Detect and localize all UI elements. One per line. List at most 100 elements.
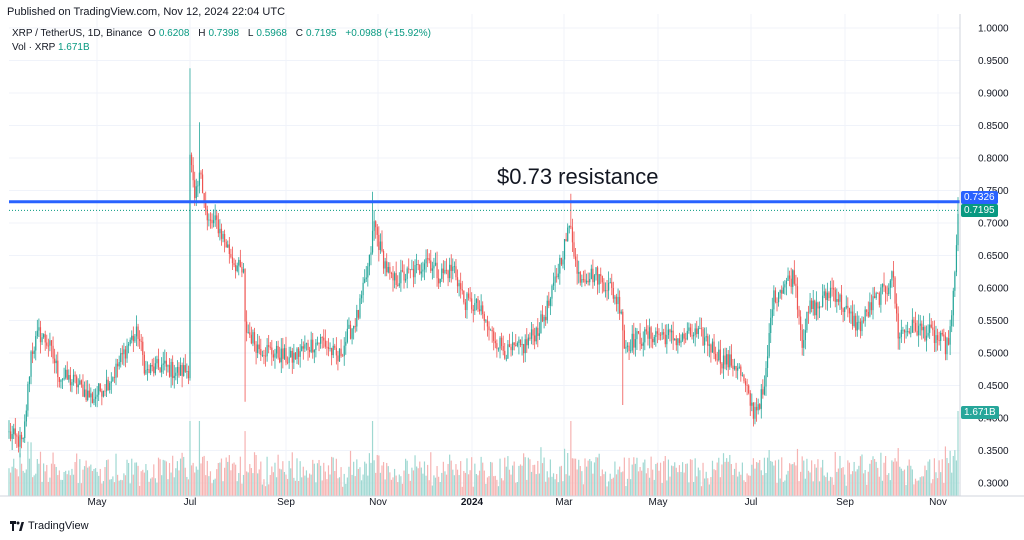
volume-bar xyxy=(54,464,56,496)
symbol-title[interactable]: XRP / TetherUS, 1D, Binance xyxy=(12,28,143,39)
candle-body xyxy=(139,338,141,341)
volume-bar xyxy=(903,469,906,496)
y-tick-label: 0.4000 xyxy=(978,414,1009,425)
volume-bar xyxy=(338,477,341,496)
candle-body xyxy=(502,346,504,351)
volume-bar xyxy=(952,455,954,496)
candle-body xyxy=(373,221,375,231)
candle-body xyxy=(378,234,380,251)
candle-body xyxy=(438,278,440,284)
resistance-annotation[interactable]: $0.73 resistance xyxy=(497,164,659,189)
volume-bar xyxy=(187,479,190,496)
candle-body xyxy=(260,349,262,356)
volume-bar xyxy=(365,463,367,496)
volume-bar xyxy=(916,480,918,496)
volume-bar xyxy=(453,475,455,496)
volume-bar xyxy=(811,460,813,496)
volume-bar xyxy=(337,478,339,496)
candle-body xyxy=(831,287,833,289)
candle-body xyxy=(301,346,303,352)
volume-bar xyxy=(392,477,394,496)
price-axis[interactable]: 1.00000.95000.90000.85000.80000.75000.70… xyxy=(978,24,1009,490)
volume-bar xyxy=(875,461,877,496)
candle-body xyxy=(167,365,169,367)
footer-brand[interactable]: TradingView xyxy=(10,520,89,532)
candle-body xyxy=(828,292,830,299)
time-axis[interactable]: May Jul Sep Nov 2024 Mar May Jul Sep Nov xyxy=(88,497,947,508)
volume-bar xyxy=(652,469,654,496)
candle-body xyxy=(291,350,293,363)
candle-body xyxy=(907,331,909,332)
volume-bar xyxy=(766,457,769,496)
volume-bar xyxy=(121,480,123,496)
candle-body xyxy=(510,346,512,351)
volume-bar xyxy=(760,470,762,496)
candle-body xyxy=(776,302,778,303)
candle-body xyxy=(403,271,405,281)
volume-bar xyxy=(845,485,847,496)
volume-bar xyxy=(19,453,21,496)
volume-bar xyxy=(438,476,440,496)
volume-bar xyxy=(800,471,802,496)
volume-bar xyxy=(535,474,537,496)
candle-body xyxy=(397,284,399,286)
x-tick-label: Nov xyxy=(369,497,387,508)
volume-bar xyxy=(362,474,364,496)
volume-bar xyxy=(949,450,951,496)
volume-bar xyxy=(732,474,734,496)
candle-body xyxy=(11,434,13,439)
candle-body xyxy=(353,325,355,329)
candle-body xyxy=(771,309,773,318)
candle-body xyxy=(422,269,424,272)
volume-bar xyxy=(842,467,844,496)
candle-body xyxy=(9,431,12,439)
legend-close: C 0.7195 xyxy=(295,28,337,39)
candle-body xyxy=(826,292,828,301)
candle-body xyxy=(499,337,501,349)
volume-bar xyxy=(897,448,899,496)
candle-body xyxy=(519,339,522,346)
candle-body xyxy=(52,345,54,359)
candle-body xyxy=(220,228,223,239)
candle-body xyxy=(905,331,907,333)
volume-bar xyxy=(699,470,701,496)
candle-body xyxy=(13,428,15,435)
volume-bar xyxy=(486,477,489,496)
candle-body xyxy=(681,333,684,341)
volume-bar xyxy=(741,462,743,496)
candle-body xyxy=(14,428,16,436)
candle-body xyxy=(806,311,808,331)
candle-body xyxy=(491,329,493,332)
volume-bar xyxy=(836,471,838,496)
volume-label[interactable]: Vol · XRP xyxy=(12,42,56,53)
candle-body xyxy=(35,336,37,351)
candle-body xyxy=(310,339,312,352)
candle-body xyxy=(833,288,835,290)
volume-bar xyxy=(315,482,317,496)
volume-bar xyxy=(442,461,444,496)
candle-body xyxy=(930,324,932,328)
candle-body xyxy=(430,260,432,271)
candle-body xyxy=(140,340,142,342)
candle-body xyxy=(678,338,681,343)
candle-body xyxy=(523,344,525,354)
volume-bar xyxy=(165,461,167,496)
x-tick-label: Mar xyxy=(555,497,573,508)
volume-bar xyxy=(231,463,234,496)
volume-bar xyxy=(482,462,484,496)
candle-body xyxy=(888,287,890,295)
volume-bar xyxy=(260,461,262,496)
volume-bar xyxy=(748,475,750,496)
candle-body xyxy=(326,346,328,348)
volume-bar xyxy=(472,486,474,496)
candle-body xyxy=(697,328,699,335)
candle-body xyxy=(113,377,116,379)
volume-bar xyxy=(299,461,301,496)
volume-bar xyxy=(197,469,199,496)
candle-body xyxy=(924,326,926,341)
candle-body xyxy=(124,349,127,359)
volume-bar xyxy=(397,482,399,496)
volume-bar xyxy=(918,480,920,496)
volume-bar xyxy=(608,481,610,496)
